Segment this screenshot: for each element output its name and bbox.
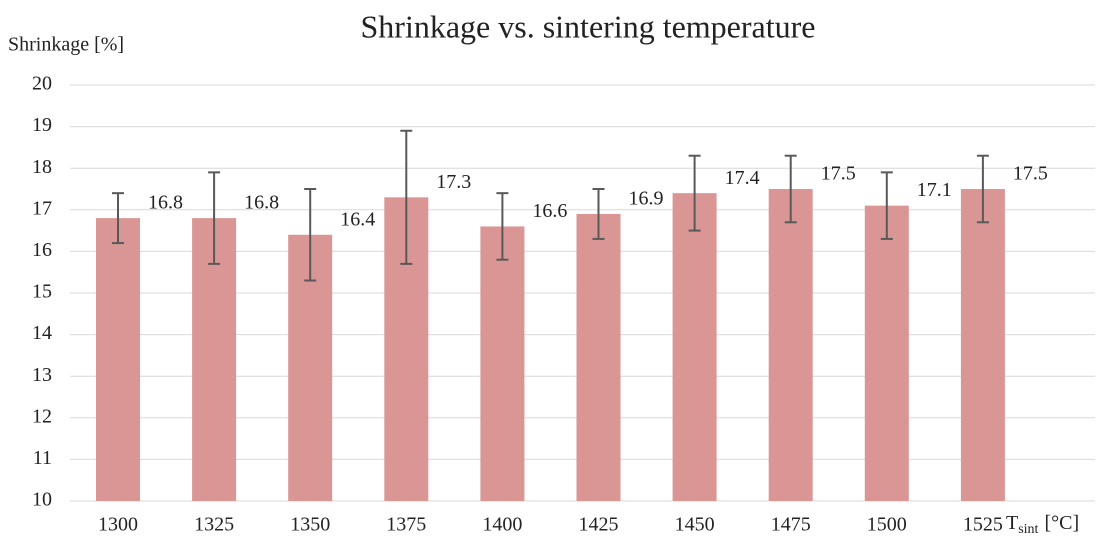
y-tick-label: 19 [32,114,52,136]
bar [480,226,525,501]
y-tick-label: 11 [33,447,52,469]
value-label: 16.6 [532,200,567,222]
x-tick-label: 1525 [963,514,1003,536]
y-tick-label: 14 [32,322,52,344]
y-tick-label: 16 [32,239,52,261]
y-tick-label: 12 [32,405,52,427]
bar [96,218,140,501]
value-label: 17.1 [917,179,952,201]
x-tick-label: 1475 [771,514,811,536]
value-label: 17.5 [1013,163,1048,185]
value-label: 16.9 [629,188,664,210]
x-tick-label: 1350 [290,514,330,536]
value-label: 17.3 [436,171,471,193]
x-axis-label-sub: sint [1018,522,1038,537]
x-tick-label: 1450 [675,514,715,536]
x-axis-label: Tsint [°C] [1006,512,1079,538]
x-axis-label-main: T [1006,512,1018,534]
x-tick-label: 1500 [867,514,907,536]
x-tick-label: 1325 [194,514,234,536]
bar [768,189,813,501]
y-axis-label: Shrinkage [%] [8,34,124,56]
x-axis-label-unit: [°C] [1044,512,1079,534]
value-label: 17.4 [725,167,760,189]
x-tick-label: 1400 [482,514,522,536]
y-tick-label: 17 [32,197,52,219]
bar [672,193,717,501]
chart-title: Shrinkage vs. sintering temperature [361,8,816,44]
bar [960,189,1005,501]
x-tick-label: 1375 [386,514,426,536]
value-label: 16.4 [340,208,375,230]
value-label: 16.8 [148,192,183,214]
y-tick-label: 18 [32,156,52,178]
bar [576,213,621,501]
x-tick-label: 1300 [98,514,138,536]
value-label: 17.5 [821,163,856,185]
bar [192,218,237,501]
bar [864,205,909,501]
y-tick-label: 13 [32,364,52,386]
y-tick-label: 15 [32,281,52,303]
y-tick-label: 20 [32,73,52,95]
x-tick-label: 1425 [579,514,619,536]
y-tick-label: 10 [32,489,52,511]
value-label: 16.8 [244,192,279,214]
